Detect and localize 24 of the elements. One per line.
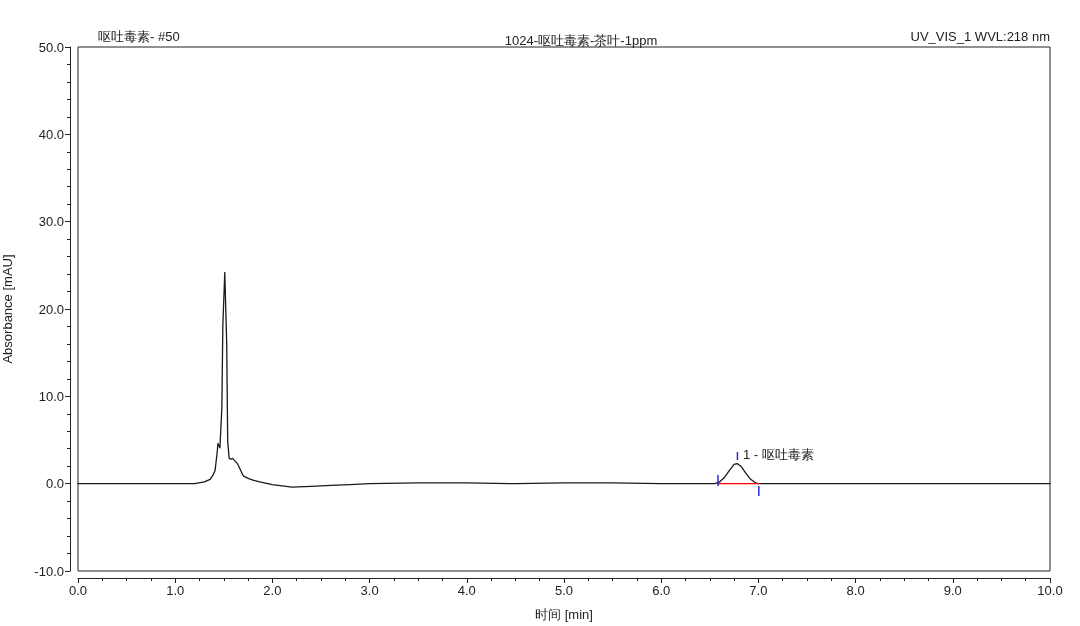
x-tick-label: 8.0 xyxy=(846,583,865,598)
x-tick-label: 0.0 xyxy=(68,583,88,598)
y-tick-label: 40.0 xyxy=(38,126,64,142)
y-tick-label: 10.0 xyxy=(38,388,64,404)
y-tick-label: 0.0 xyxy=(45,476,64,492)
y-tick-label: 20.0 xyxy=(38,301,64,317)
chart-title: 1024-呕吐毒素-茶叶-1ppm xyxy=(504,33,658,48)
x-tick-label: 6.0 xyxy=(652,583,671,598)
annotation: 1 - 呕吐毒素 xyxy=(743,447,814,463)
x-tick-label: 1.0 xyxy=(166,583,185,598)
x-tick-label: 2.0 xyxy=(263,583,282,598)
y-tick-label: 30.0 xyxy=(38,214,64,230)
y-axis-title: Absorbance [mAU] xyxy=(0,254,15,364)
x-axis-title: 时间 [min] xyxy=(535,607,593,622)
x-tick-label: 4.0 xyxy=(457,583,476,598)
y-tick-label: 50.0 xyxy=(38,39,64,55)
x-tick-label: 3.0 xyxy=(360,583,379,598)
x-tick-label: 9.0 xyxy=(943,583,962,598)
text: 呕吐毒素- #50 xyxy=(98,29,180,44)
x-tick-label: 5.0 xyxy=(554,583,574,598)
x-tick-label: 7.0 xyxy=(749,583,768,598)
y-tick-label: -10.0 xyxy=(34,563,64,579)
x-tick-label: 10.0 xyxy=(1037,583,1063,598)
text: UV_VIS_1 WVL:218 nm xyxy=(910,29,1051,44)
